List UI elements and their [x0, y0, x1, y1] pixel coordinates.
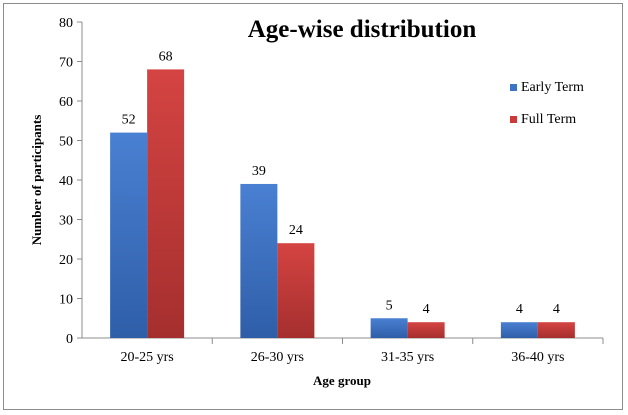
bar-early-term	[240, 183, 278, 338]
y-tick-label: 10	[59, 293, 73, 308]
x-tick-label: 36-40 yrs	[511, 350, 564, 365]
bar-early-term	[370, 318, 408, 338]
data-label: 52	[122, 113, 136, 128]
data-label: 24	[289, 223, 303, 238]
y-tick-label: 70	[59, 56, 73, 71]
x-axis-label: Age group	[313, 373, 371, 388]
data-label: 5	[386, 298, 393, 313]
x-tick-label: 31-35 yrs	[381, 350, 434, 365]
data-label: 4	[516, 302, 523, 317]
y-tick-label: 20	[59, 253, 73, 268]
data-label: 68	[159, 49, 173, 64]
data-label: 39	[252, 164, 266, 179]
legend-swatch	[510, 116, 517, 123]
y-tick-label: 40	[59, 174, 73, 189]
bar-early-term	[500, 322, 538, 338]
legend-swatch	[510, 84, 517, 91]
y-axis-label: Number of participants	[29, 115, 44, 245]
legend-label: Early Term	[521, 80, 584, 95]
y-tick-label: 80	[59, 16, 73, 31]
y-tick-label: 0	[66, 332, 73, 347]
bar-full-term	[407, 322, 445, 338]
x-tick-label: 26-30 yrs	[251, 350, 304, 365]
y-tick-label: 50	[59, 135, 73, 150]
bar-full-term	[537, 322, 575, 338]
y-tick-label: 60	[59, 95, 73, 110]
bar-early-term	[110, 132, 148, 338]
data-label: 4	[423, 302, 430, 317]
x-tick-label: 20-25 yrs	[120, 350, 173, 365]
chart-frame	[3, 3, 623, 410]
bar-full-term	[147, 69, 185, 339]
chart-title: Age-wise distribution	[248, 16, 477, 43]
bar-full-term	[277, 243, 315, 338]
y-tick-label: 30	[59, 214, 73, 229]
data-label: 4	[553, 302, 560, 317]
legend-label: Full Term	[521, 112, 576, 127]
